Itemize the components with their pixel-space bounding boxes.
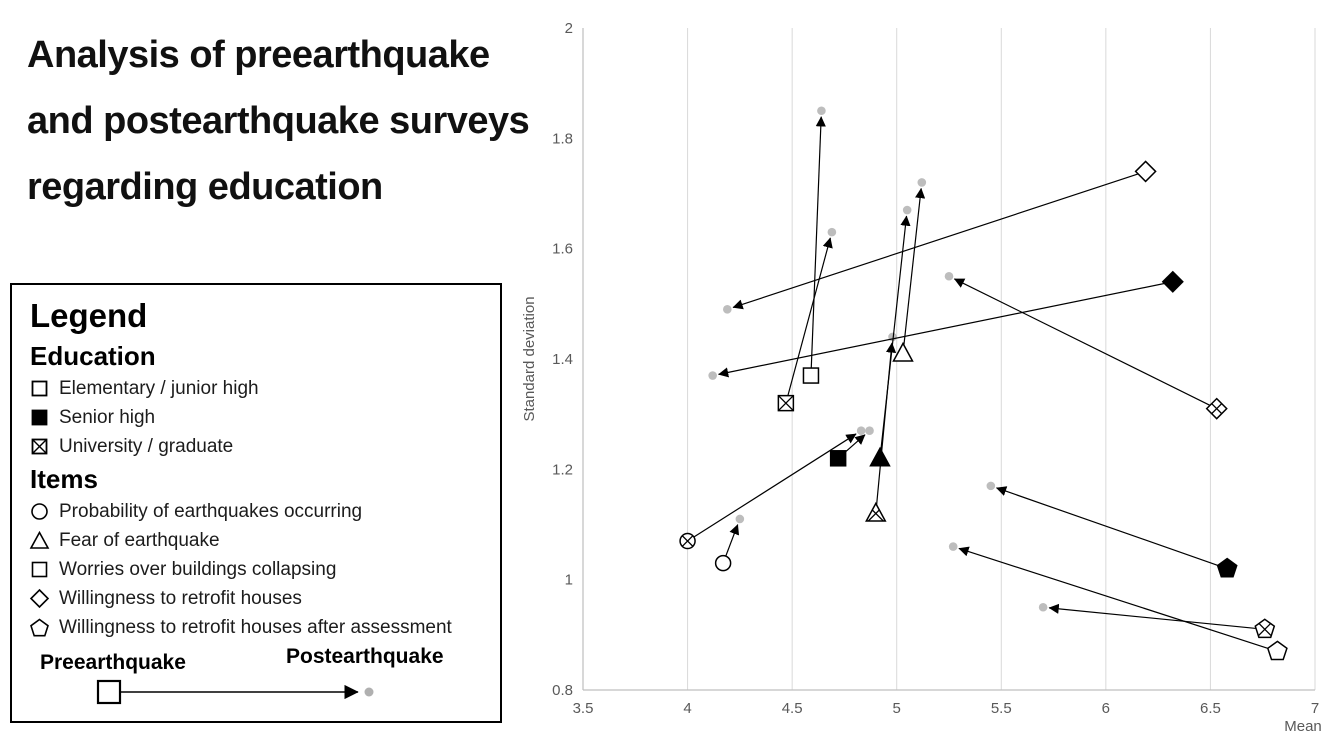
arrow-willingness-to-retrofit-university: [953, 278, 1217, 410]
legend-box: Legend Education Elementary / junior hig…: [10, 283, 502, 723]
marker-pentagon-university: [1254, 618, 1276, 639]
legend-item-label: Elementary / junior high: [59, 378, 259, 399]
square-icon: [31, 561, 48, 578]
legend-item-label: Senior high: [59, 407, 156, 428]
marker-triangle-university: [865, 501, 887, 522]
arrow-willingness-to-retrofit-after-assessment-senior: [996, 486, 1228, 570]
arrow-fear-of-earthquake-elementary: [902, 187, 926, 354]
post-dot-willingness-to-retrofit-elementary: [723, 305, 732, 314]
y-tick-label: 1.8: [552, 130, 573, 147]
main-title-line-3: regarding education: [27, 166, 383, 208]
open-square-icon: [31, 380, 48, 397]
post-dot-fear-of-earthquake-senior: [902, 205, 912, 215]
x-tick-label: 6.5: [1200, 700, 1221, 717]
pentagon-icon: [30, 618, 49, 637]
post-dot-willingness-to-retrofit-university: [944, 271, 954, 281]
preearthquake-label: Preearthquake: [40, 651, 186, 674]
legend-item-retrofit-after-assessment: Willingness to retrofit houses after ass…: [28, 614, 484, 641]
x-tick-label: 5.5: [991, 700, 1012, 717]
education-section-title: Education: [30, 341, 156, 371]
x-square-icon: [31, 438, 48, 455]
arrow-fear-of-earthquake-university: [875, 342, 897, 514]
marker-pentagon-elementary: [1266, 640, 1288, 661]
y-tick-label: 2: [565, 20, 573, 37]
legend-title: Legend: [30, 297, 148, 334]
post-dot-willingness-to-retrofit-after-assessment-university: [1038, 602, 1048, 612]
post-dot-worries-buildings-collapsing-university: [827, 227, 837, 237]
post-dot-willingness-to-retrofit-after-assessment-elementary: [948, 542, 958, 551]
marker-diamond-senior: [1161, 270, 1184, 293]
x-tick-label: 7: [1311, 700, 1319, 717]
scatter-chart: 0.8 1 1.2 1.4 1.6 1.8 2 3.5 4 4.5 5 5.5 6 6.5 7 Standar…: [521, 20, 1322, 735]
marker-square-senior: [829, 450, 847, 467]
x-tick-label: 5: [893, 700, 901, 717]
legend-item-worries: Worries over buildings collapsing: [28, 556, 484, 583]
diamond-icon: [29, 588, 50, 609]
legend-item-label: Worries over buildings collapsing: [59, 559, 337, 580]
y-axis-title: Standard deviation: [521, 296, 538, 421]
y-tick-label: 1.4: [552, 351, 573, 368]
filled-square-icon: [31, 409, 48, 426]
x-tick-label: 6: [1102, 700, 1110, 717]
arrow-willingness-to-retrofit-after-assessment-university: [1048, 603, 1265, 630]
marker-square-elementary: [802, 367, 820, 384]
post-dot-fear-of-earthquake-elementary: [917, 178, 927, 187]
x-tick-label: 4: [683, 700, 691, 717]
pre-post-example: Preearthquake Postearthquake: [28, 645, 484, 711]
legend-item-label: Willingness to retrofit houses after ass…: [59, 617, 452, 638]
y-tick-label: 1: [565, 572, 573, 589]
arrow-worries-buildings-collapsing-elementary: [810, 116, 826, 376]
legend-item-university: University / graduate: [28, 433, 484, 460]
y-tick-label: 1.2: [552, 461, 573, 478]
post-dot-willingness-to-retrofit-senior: [708, 371, 717, 380]
arrow-probability-of-earthquakes-university: [687, 433, 857, 542]
post-dot-probability-of-earthquakes-elementary: [735, 514, 745, 524]
y-tick-label: 0.8: [552, 682, 573, 699]
x-axis-title: Mean: [1284, 718, 1322, 735]
x-tick-label: 4.5: [782, 700, 803, 717]
arrow-willingness-to-retrofit-senior: [718, 281, 1173, 378]
post-dot-willingness-to-retrofit-after-assessment-senior: [986, 481, 996, 491]
marker-triangle-senior: [869, 446, 891, 467]
post-dot-worries-buildings-collapsing-senior: [865, 426, 874, 436]
legend-item-fear: Fear of earthquake: [28, 527, 484, 554]
legend-item-label: Probability of earthquakes occurring: [59, 501, 363, 522]
arrow-worries-buildings-collapsing-university: [785, 237, 833, 404]
marker-diamond-elementary: [1134, 160, 1157, 183]
marker-circle-elementary: [714, 554, 732, 572]
triangle-icon: [29, 530, 50, 549]
main-title-line-2: and postearthquake surveys: [27, 100, 530, 142]
postearthquake-label: Postearthquake: [286, 645, 444, 668]
main-title-line-1: Analysis of preearthquake: [27, 34, 490, 76]
legend-item-label: University / graduate: [59, 436, 234, 457]
pre-post-arrow-icon: [96, 679, 374, 705]
marker-triangle-elementary: [892, 341, 914, 362]
post-dot-worries-buildings-collapsing-elementary: [817, 106, 826, 116]
marker-pentagon-senior: [1216, 557, 1238, 578]
arrow-willingness-to-retrofit-after-assessment-elementary: [958, 546, 1278, 652]
post-dot-probability-of-earthquakes-university: [856, 426, 866, 436]
y-tick-label: 1.6: [552, 241, 573, 258]
arrow-willingness-to-retrofit-elementary: [732, 170, 1146, 310]
legend-item-probability: Probability of earthquakes occurring: [28, 498, 484, 525]
main-title: Analysis of preearthquake and postearthq…: [27, 22, 530, 220]
legend-item-retrofit: Willingness to retrofit houses: [28, 585, 484, 612]
legend-item-label: Willingness to retrofit houses: [59, 588, 302, 609]
legend-item-senior-high: Senior high: [28, 404, 484, 431]
legend-item-elementary: Elementary / junior high: [28, 375, 484, 402]
marker-x-lines: [778, 395, 794, 411]
items-section-title: Items: [30, 464, 98, 494]
x-tick-label: 3.5: [573, 700, 594, 717]
legend-item-label: Fear of earthquake: [59, 530, 220, 551]
circle-icon: [31, 503, 48, 520]
